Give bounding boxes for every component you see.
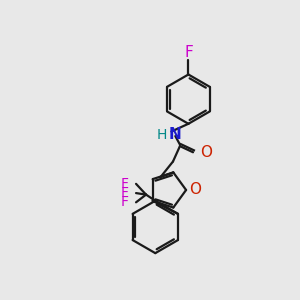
Text: F: F	[184, 45, 193, 60]
Text: F: F	[121, 195, 129, 209]
Text: H: H	[157, 128, 167, 142]
Text: N: N	[168, 127, 181, 142]
Text: O: O	[200, 145, 212, 160]
Text: O: O	[189, 182, 201, 197]
Text: F: F	[121, 186, 129, 200]
Text: F: F	[121, 177, 129, 191]
